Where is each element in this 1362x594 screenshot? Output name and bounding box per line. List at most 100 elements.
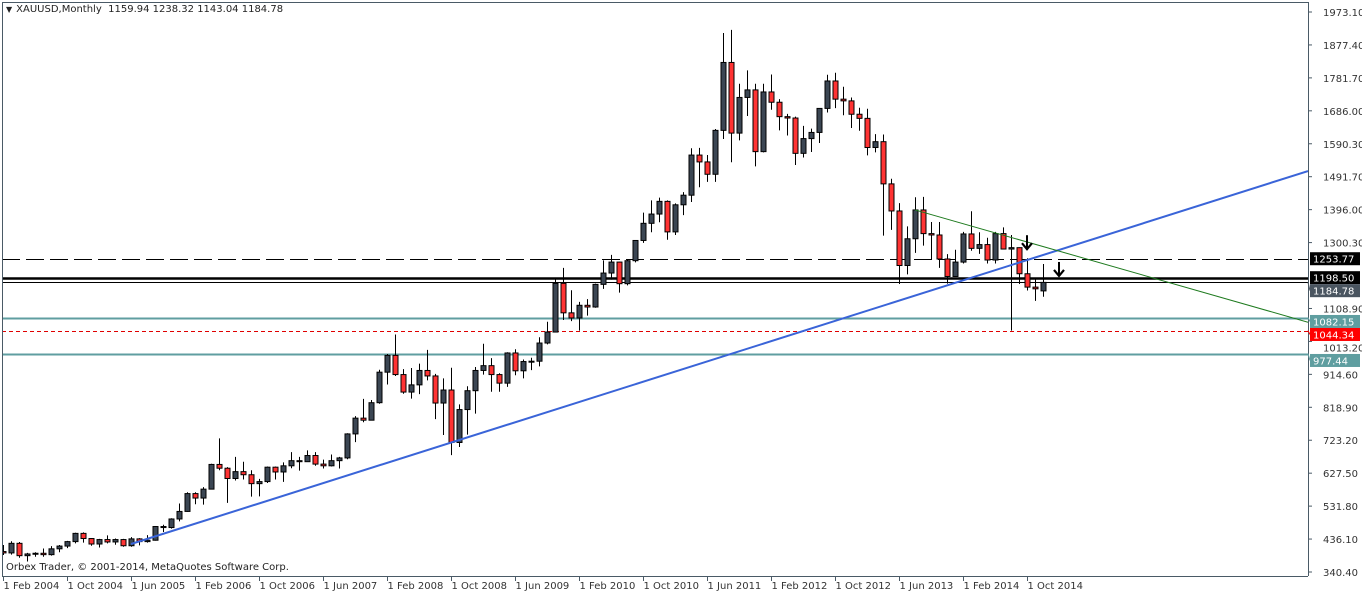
price-level-label: 1198.50 [1313,274,1354,285]
candle-bear [496,374,503,384]
candle-bull [344,433,351,459]
candle-bear [856,113,863,119]
x-tick-label: 1 Oct 2010 [644,581,699,592]
candle-bull [808,131,815,140]
price-level-badge [1310,284,1360,298]
candle-bull [504,352,511,384]
x-tick-label: 1 Feb 2014 [964,581,1020,592]
candle-bear [16,542,23,557]
candle-bull [328,460,335,467]
candle-bear [584,304,591,308]
x-tick-label: 1 Feb 2010 [580,581,636,592]
y-tick-label: 531.80 [1323,502,1358,513]
y-tick-label: 1686.00 [1323,107,1362,118]
candle-bull [744,89,751,98]
candle-bull [376,371,383,404]
price-level-badge [1310,271,1360,285]
candle-bear [512,352,519,372]
candle-bull [440,389,447,404]
price-level-leader [1307,353,1311,361]
candle-bull [64,541,71,547]
candle-bear [784,116,791,119]
candle-bear [40,552,47,556]
candle-bull [1008,247,1015,250]
candle-bear [192,493,199,499]
candle-bear [984,244,991,261]
candle-bull [824,80,831,109]
triangle-down-icon[interactable]: ▼ [6,5,13,14]
candle-bull [688,154,695,196]
candle-bull [624,260,631,285]
plot-area [2,29,1308,562]
candle-bull [608,261,615,274]
x-tick-label: 1 Jun 2005 [132,581,186,592]
candle-bear [160,526,167,529]
price-level-label: 1082.15 [1313,317,1354,328]
candle-bull [736,96,743,134]
candle-bull [168,518,175,529]
candle-bull [48,548,55,556]
price-level-badge [1310,353,1360,367]
candle-bear [920,209,927,235]
x-tick-label: 1 Jun 2007 [324,581,378,592]
candle-bear [320,463,327,467]
candle-bear [696,154,703,163]
candle-bull [304,455,311,463]
candle-bear [104,539,111,543]
price-level-leader [1307,330,1311,335]
candle-bear [704,161,711,175]
y-tick-label: 1877.40 [1323,41,1362,52]
candle-bear [752,89,759,153]
x-tick-label: 1 Oct 2012 [836,581,891,592]
candle-bear [968,233,975,249]
y-tick-label: 723.20 [1323,436,1358,447]
candle-bear [400,374,407,393]
y-tick-label: 436.10 [1323,535,1358,546]
candle-bull [208,463,215,490]
candle-bear [424,369,431,377]
candle-bull [600,272,607,285]
y-tick-label: 1590.30 [1323,140,1362,151]
price-level-label: 977.44 [1313,356,1348,367]
candle-bear [240,471,247,476]
down-arrow-icon [1053,261,1065,278]
candle-bear [728,61,735,134]
candle-bull [184,493,191,512]
candle-bull [352,417,359,435]
candle-bear [616,261,623,285]
candle-bull [712,129,719,175]
price-level-label: 1253.77 [1313,255,1354,266]
candle-bear [80,532,87,540]
ohlc-readout: 1159.94 1238.32 1143.04 1184.78 [108,4,284,15]
down-arrow-icon [1021,235,1033,251]
candle-bull [640,222,647,241]
candle-bear [768,91,775,103]
candle-bull [472,369,479,392]
candle-bear [88,538,95,545]
candle-bull [200,488,207,499]
candle-bull [368,402,375,421]
candle-bear [664,200,671,233]
x-tick-label: 1 Feb 2012 [772,581,828,592]
candle-bull [536,342,543,362]
candle-bull [1040,281,1047,292]
price-level-badge [1310,314,1360,328]
candle-bull [480,365,487,371]
x-tick-label: 1 Oct 2004 [68,581,123,592]
candle-bull [960,233,967,263]
candle-bear [296,460,303,463]
candle-bear [448,389,455,443]
y-tick-label: 627.50 [1323,469,1358,480]
candle-bull [144,539,151,543]
candle-bull [976,244,983,249]
trendline-green [914,209,1308,323]
y-tick-label: 1973.10 [1323,8,1362,19]
candle-bull [72,532,79,543]
candle-bear [392,354,399,376]
y-tick-label: 1108.90 [1323,304,1362,315]
candle-bull [952,261,959,277]
candle-bull [56,545,63,550]
candle-bear [216,463,223,469]
candle-bear [936,234,943,260]
